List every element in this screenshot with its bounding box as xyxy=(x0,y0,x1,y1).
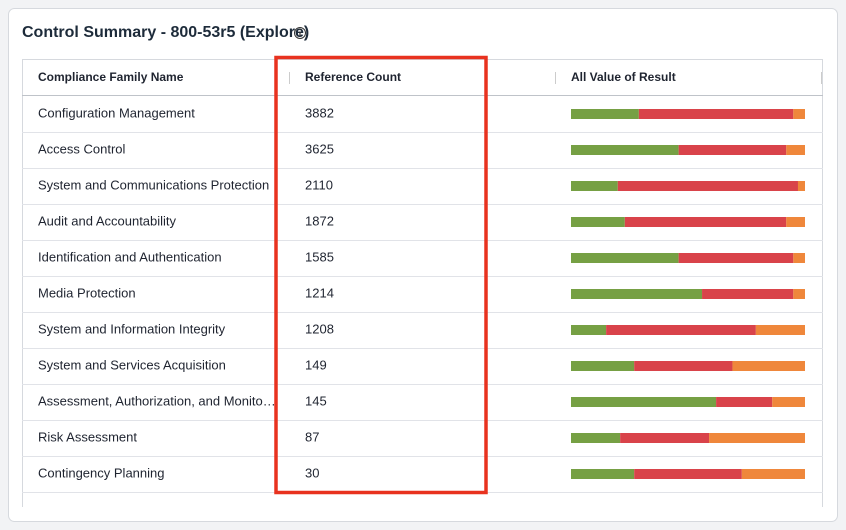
card-title: Control Summary - 800-53r5 (Explore) xyxy=(22,24,309,41)
result-segment xyxy=(716,397,773,407)
reference-count: 2110 xyxy=(305,177,333,192)
result-segment xyxy=(741,469,805,479)
result-segment xyxy=(634,361,733,371)
reference-count: 1872 xyxy=(305,213,334,228)
family-name: Access Control xyxy=(38,141,126,156)
result-segment xyxy=(571,289,703,299)
result-segment xyxy=(797,181,805,191)
family-name: Configuration Management xyxy=(38,105,195,120)
info-icon[interactable] xyxy=(294,27,306,39)
result-segment xyxy=(732,361,805,371)
result-segment xyxy=(793,253,805,263)
reference-count: 3882 xyxy=(305,105,334,120)
reference-count: 1585 xyxy=(305,249,334,264)
result-segment xyxy=(571,181,618,191)
column-header: Compliance Family Name xyxy=(38,70,184,84)
result-segment xyxy=(634,469,742,479)
family-name: System and Communications Protection xyxy=(38,177,269,192)
result-segment xyxy=(571,145,679,155)
reference-count: 87 xyxy=(305,429,319,444)
result-segment xyxy=(617,181,798,191)
result-segment xyxy=(678,253,794,263)
result-segment xyxy=(755,325,805,335)
family-name: System and Information Integrity xyxy=(38,321,226,336)
family-name: Audit and Accountability xyxy=(38,213,177,228)
result-segment xyxy=(702,289,794,299)
family-name: Contingency Planning xyxy=(38,465,164,480)
family-name: Risk Assessment xyxy=(38,429,137,444)
reference-count: 145 xyxy=(305,393,327,408)
column-header: Reference Count xyxy=(305,70,401,84)
reference-count: 149 xyxy=(305,357,327,372)
result-segment xyxy=(571,397,717,407)
result-segment xyxy=(709,433,805,443)
result-segment xyxy=(786,217,805,227)
result-segment xyxy=(678,145,787,155)
family-name: System and Services Acquisition xyxy=(38,357,226,372)
result-segment xyxy=(571,433,621,443)
reference-count: 3625 xyxy=(305,141,334,156)
result-segment xyxy=(793,289,805,299)
result-segment xyxy=(571,109,639,119)
reference-count: 1214 xyxy=(305,285,334,300)
reference-count: 1208 xyxy=(305,321,334,336)
family-name: Assessment, Authorization, and Monito… xyxy=(38,393,276,408)
result-segment xyxy=(620,433,710,443)
result-segment xyxy=(571,325,607,335)
reference-count: 30 xyxy=(305,465,319,480)
family-name: Identification and Authentication xyxy=(38,249,222,264)
result-segment xyxy=(571,217,625,227)
result-segment xyxy=(786,145,805,155)
result-segment xyxy=(606,325,756,335)
result-segment xyxy=(793,109,805,119)
family-name: Media Protection xyxy=(38,285,136,300)
result-segment xyxy=(571,469,635,479)
result-segment xyxy=(624,217,787,227)
result-segment xyxy=(772,397,805,407)
result-segment xyxy=(571,253,679,263)
table: Compliance Family Name Reference Count All… xyxy=(22,59,823,507)
column-header: All Value of Result xyxy=(571,70,676,84)
highlight-box xyxy=(274,55,488,495)
result-segment xyxy=(571,361,635,371)
result-segment xyxy=(638,109,794,119)
